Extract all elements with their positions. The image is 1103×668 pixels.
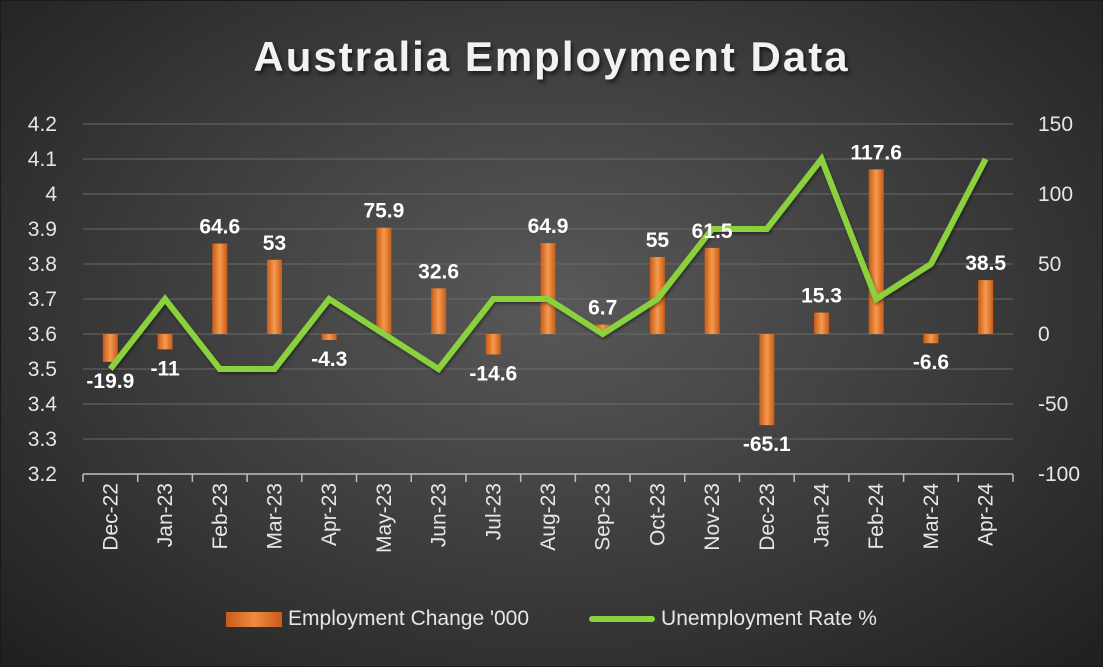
bar — [376, 227, 392, 334]
y-right-tick-label: 100 — [1038, 183, 1073, 206]
bar-data-label: -4.3 — [311, 348, 347, 371]
bar-data-label: 15.3 — [801, 285, 842, 308]
bar — [923, 334, 939, 344]
bar — [540, 243, 556, 334]
legend-item-employment: Employment Change '000 — [226, 607, 529, 631]
bar — [978, 280, 994, 334]
y-right-tick-label: -100 — [1038, 463, 1080, 486]
bar-data-label: 117.6 — [851, 141, 902, 164]
legend-label-employment: Employment Change '000 — [288, 607, 530, 630]
bar — [212, 243, 228, 334]
gridlines — [83, 123, 1013, 475]
x-tick-label: Dec-22 — [99, 483, 122, 551]
unemployment-line — [107, 153, 989, 373]
x-tick-label: May-23 — [373, 483, 396, 553]
x-tick-label: Nov-23 — [701, 483, 724, 551]
y-left-tick-label: 3.9 — [28, 218, 57, 241]
bar — [266, 259, 282, 334]
y-right-tick-label: 150 — [1038, 113, 1073, 136]
y-left-tick-label: 3.3 — [28, 428, 57, 451]
y-left-tick-label: 4.1 — [28, 148, 57, 171]
bar-data-label: -14.6 — [469, 362, 517, 385]
bar-data-label: 75.9 — [363, 200, 404, 223]
y-left-tick-label: 3.7 — [28, 288, 57, 311]
legend-label-unemployment: Unemployment Rate % — [661, 607, 877, 630]
legend: Employment Change '000 Unemployment Rate… — [1, 607, 1102, 631]
bar-data-label: 64.9 — [528, 215, 569, 238]
bar-data-label: -65.1 — [743, 433, 791, 456]
bar-data-label: 61.5 — [692, 220, 733, 243]
bar — [321, 334, 337, 341]
y-left-tick-label: 3.2 — [28, 463, 57, 486]
x-tick-label: Sep-23 — [592, 483, 615, 551]
x-tick-label: Feb-24 — [865, 483, 888, 550]
data-labels: -19.9 -11 64.6 53 -4.3 75.9 32.6 -14.6 64.9 6.7 55… — [86, 141, 1006, 456]
bar-data-label: 64.6 — [199, 216, 240, 239]
bar — [868, 169, 884, 334]
x-tick-label: Aug-23 — [537, 483, 560, 551]
x-tick-label: Mar-24 — [920, 483, 943, 550]
x-tick-label: Oct-23 — [646, 483, 669, 546]
y-left-tick-label: 3.8 — [28, 253, 57, 276]
bar-data-label: -11 — [150, 357, 180, 380]
y-left-tick-label: 3.4 — [28, 393, 58, 416]
bar — [157, 334, 173, 350]
x-tick-label: Feb-23 — [209, 483, 232, 550]
bar-data-label: -6.6 — [913, 351, 949, 374]
x-tick-label: Apr-23 — [318, 483, 341, 546]
bar-data-label: 55 — [646, 229, 670, 252]
legend-bar-swatch — [226, 611, 283, 627]
chart-title: Australia Employment Data — [253, 33, 850, 80]
bar-data-label: 32.6 — [418, 260, 459, 283]
y-left-tick-label: 4.2 — [28, 113, 57, 136]
y-right-tick-label: 50 — [1038, 253, 1061, 276]
x-tick-label: Jul-23 — [482, 483, 505, 540]
employment-bars — [102, 169, 994, 426]
x-tick-label: Jan-24 — [811, 483, 834, 548]
x-tick-label: Jan-23 — [154, 483, 177, 547]
bar — [431, 288, 447, 334]
legend-item-unemployment: Unemployment Rate % — [589, 607, 877, 631]
bar-data-label: -19.9 — [86, 370, 134, 393]
legend-line-swatch — [589, 616, 656, 622]
bar-data-label: 38.5 — [965, 252, 1006, 275]
bar — [595, 324, 611, 334]
bar — [814, 312, 830, 334]
bar-data-label: 53 — [263, 232, 286, 255]
axes: 3.2 3.3 3.4 3.5 3.6 3.7 3.8 3.9 4 4.1 4.2 -100 -50 0 5… — [28, 113, 1080, 553]
y-left-tick-label: 4 — [45, 183, 57, 206]
bar-data-label: 6.7 — [588, 297, 617, 320]
x-tick-label: Dec-23 — [756, 483, 779, 551]
x-tick-label: Apr-24 — [975, 483, 998, 546]
unemployment-series-line — [107, 153, 989, 373]
y-right-tick-label: -50 — [1038, 393, 1068, 416]
y-left-tick-label: 3.5 — [28, 358, 57, 381]
y-right-tick-label: 0 — [1038, 323, 1050, 346]
bar — [485, 334, 501, 355]
bar — [759, 334, 775, 426]
bar — [102, 334, 118, 362]
bar — [704, 247, 720, 334]
x-tick-label: Jun-23 — [428, 483, 451, 547]
x-tick-label: Mar-23 — [263, 483, 286, 550]
y-left-tick-label: 3.6 — [28, 323, 57, 346]
